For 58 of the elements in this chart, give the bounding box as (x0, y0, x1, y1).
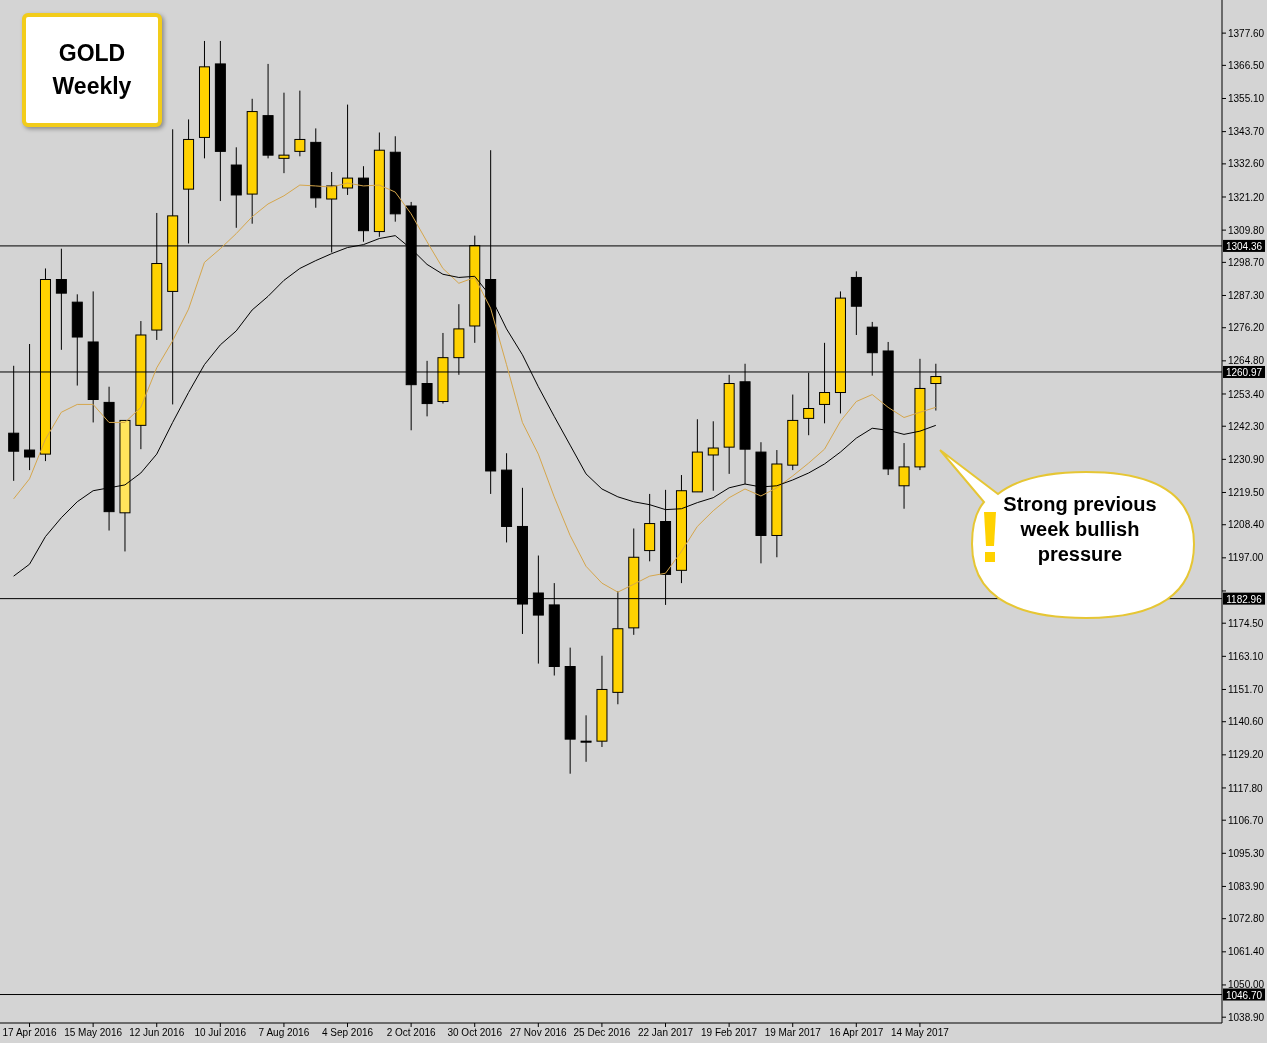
x-tick-label: 25 Dec 2016 (573, 1027, 631, 1039)
x-tick-label: 19 Mar 2017 (764, 1027, 822, 1039)
x-tick-label: 15 May 2016 (64, 1027, 123, 1039)
candlestick (580, 714, 592, 763)
y-tick-label: 1050.00 (1228, 979, 1265, 991)
y-tick-label: 1061.40 (1228, 946, 1265, 958)
ref-line-label: 1304.36 (1225, 240, 1263, 252)
y-tick-label: 1230.90 (1228, 453, 1265, 465)
y-tick-label: 1343.70 (1228, 126, 1265, 138)
ref-line-label: 1182.96 (1226, 593, 1263, 605)
y-tick-label: 1163.10 (1228, 650, 1264, 662)
candlestick (294, 90, 306, 157)
y-tick-label: 1129.20 (1228, 749, 1264, 761)
y-tick-label: 1355.10 (1228, 93, 1265, 105)
y-tick-label: 1038.90 (1228, 1011, 1265, 1023)
y-tick-label: 1106.70 (1228, 814, 1264, 826)
candlestick (898, 442, 910, 510)
y-tick-label: 1287.30 (1228, 290, 1265, 302)
x-tick-label: 4 Sep 2016 (321, 1027, 374, 1039)
ref-line-label: 1046.70 (1225, 989, 1263, 1001)
y-tick-label: 1140.60 (1228, 716, 1264, 728)
y-tick-label: 1321.20 (1228, 191, 1265, 203)
y-tick-label: 1095.30 (1228, 847, 1265, 859)
x-tick-label: 17 Apr 2016 (2, 1027, 57, 1039)
y-tick-label: 1197.00 (1228, 552, 1264, 564)
y-tick-label: 1366.50 (1228, 59, 1265, 71)
x-tick-label: 19 Feb 2017 (701, 1027, 758, 1039)
ref-line-label: 1260.97 (1225, 366, 1263, 378)
x-tick-label: 27 Nov 2016 (509, 1027, 568, 1039)
y-tick-label: 1332.60 (1228, 158, 1265, 170)
x-tick-label: 16 Apr 2017 (829, 1027, 884, 1039)
y-tick-label: 1298.70 (1228, 256, 1265, 268)
x-tick-label: 30 Oct 2016 (447, 1027, 503, 1039)
y-tick-label: 1309.80 (1228, 224, 1265, 236)
x-tick-label: 22 Jan 2017 (637, 1027, 694, 1039)
candlestick (707, 420, 719, 492)
y-tick-label: 1208.40 (1228, 519, 1265, 531)
y-tick-label: 1174.50 (1228, 617, 1264, 629)
y-tick-label: 1219.50 (1228, 487, 1265, 499)
y-tick-label: 1242.30 (1228, 420, 1265, 432)
x-tick-label: 14 May 2017 (890, 1027, 950, 1039)
y-tick-label: 1151.70 (1228, 684, 1264, 696)
y-tick-label: 1083.90 (1228, 881, 1265, 892)
y-tick-label: 1377.60 (1228, 27, 1265, 39)
x-tick-label: 10 Jul 2016 (194, 1027, 247, 1039)
y-tick-label: 1264.80 (1228, 355, 1265, 367)
y-tick-label: 1253.40 (1228, 388, 1265, 400)
y-tick-label: 1276.20 (1228, 322, 1265, 334)
y-tick-label: 1117.80 (1228, 782, 1264, 794)
x-tick-label: 12 Jun 2016 (129, 1027, 185, 1039)
annotation: Strong previous week bullish pressure (1002, 492, 1158, 567)
y-tick-label: 1072.80 (1228, 913, 1265, 925)
candlestick (342, 104, 354, 196)
title-box: GOLD Weekly (22, 13, 162, 127)
candlestick (278, 92, 290, 174)
x-tick-label: 2 Oct 2016 (386, 1027, 437, 1039)
x-tick-label: 7 Aug 2016 (258, 1027, 310, 1039)
candlestick (55, 248, 67, 351)
